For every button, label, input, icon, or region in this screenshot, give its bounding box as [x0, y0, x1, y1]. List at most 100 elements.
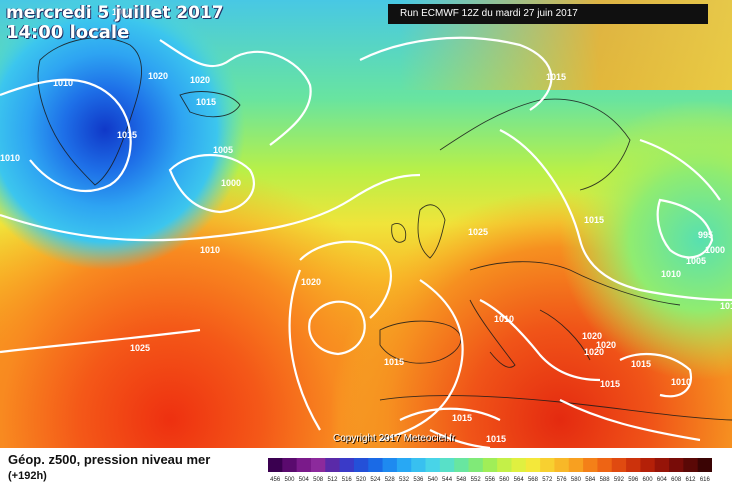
isobar-label: 1025 [130, 343, 150, 353]
scale-swatch [497, 458, 512, 472]
scale-tick-label: 588 [600, 477, 611, 483]
scale-tick-label: 512 [327, 477, 338, 483]
color-scale: 456 500 504 508 512 516 520 524 528 532 536 540 544 5… [268, 458, 712, 483]
isobar-label: 1005 [686, 256, 706, 266]
scale-tick-label: 556 [485, 477, 496, 483]
scale-swatch [411, 458, 426, 472]
scale-tick-label: 544 [442, 477, 453, 483]
isobar-label: 1015 [112, 7, 132, 17]
scale-tick-label: 612 [686, 477, 697, 483]
scale-tick-label: 580 [571, 477, 582, 483]
scale-swatch [268, 458, 283, 472]
coastlines [37, 37, 732, 421]
scale-swatch [697, 458, 712, 472]
isobar-label: 1015 [384, 357, 404, 367]
scale-swatch [339, 458, 355, 472]
scale-tick-label: 520 [356, 477, 367, 483]
scale-swatch [640, 458, 656, 472]
isobar-label: 1010 [494, 314, 514, 324]
isobar-label: 1015 [631, 359, 651, 369]
isobar-label: 1010 [671, 377, 691, 387]
scale-swatch [611, 458, 627, 472]
valid-time: mercredi 5 juillet 2017 14:00 locale [6, 3, 224, 43]
scale-tick-label: 456 [270, 477, 281, 483]
isobar-label: 1020 [596, 340, 616, 350]
scale-swatch [482, 458, 498, 472]
scale-tick-label: 616 [700, 477, 711, 483]
isobar-label: 1000 [705, 245, 725, 255]
isobar-label: 1020 [582, 331, 602, 341]
scale-tick-label: 596 [628, 477, 639, 483]
run-info-box: Run ECMWF 12Z du mardi 27 juin 2017 [388, 4, 708, 24]
scale-swatch [454, 458, 469, 472]
scale-swatch [540, 458, 555, 472]
scale-swatch [554, 458, 570, 472]
scale-tick-label: 600 [643, 477, 654, 483]
isobar-label: 1015 [584, 215, 604, 225]
scale-swatch [382, 458, 398, 472]
scale-tick-label: 532 [399, 477, 410, 483]
forecast-lead: (+192h) [8, 470, 47, 482]
scale-tick-label: 548 [456, 477, 467, 483]
scale-swatch [669, 458, 684, 472]
scale-swatch [468, 458, 484, 472]
isobar-label: 1015 [452, 413, 472, 423]
isobar-label: 1020 [584, 347, 604, 357]
isobar-label: 1010 [200, 245, 220, 255]
isobar-label: 1000 [221, 178, 241, 188]
scale-tick-label: 528 [385, 477, 396, 483]
isobar-label: 1015 [600, 379, 620, 389]
scale-swatch [396, 458, 412, 472]
scale-tick-label: 576 [557, 477, 568, 483]
valid-hour: 14:00 locale [6, 22, 130, 43]
isobar-label: 1010 [53, 78, 73, 88]
scale-swatch [368, 458, 383, 472]
isobar-label: 995 [698, 230, 713, 240]
map-title: Géop. z500, pression niveau mer [8, 452, 211, 467]
scale-tick-label: 504 [299, 477, 310, 483]
isobar-label: 1020 [148, 71, 168, 81]
scale-swatch [425, 458, 441, 472]
valid-date: mercredi 5 juillet 2017 [6, 3, 224, 23]
isobar-label: 1005 [213, 145, 233, 155]
scale-swatch [325, 458, 341, 472]
scale-swatch [353, 458, 369, 472]
scale-tick-label: 604 [657, 477, 668, 483]
scale-swatch [568, 458, 584, 472]
scale-swatch [626, 458, 641, 472]
isobar-label: 1010 [661, 269, 681, 279]
isobar-label: 1020 [190, 75, 210, 85]
scale-swatch [525, 458, 541, 472]
scale-tick-label: 584 [585, 477, 596, 483]
scale-tick-label: 536 [413, 477, 424, 483]
scale-swatch [597, 458, 613, 472]
scale-swatch [439, 458, 455, 472]
scale-tick-label: 508 [313, 477, 324, 483]
scale-tick-label: 500 [284, 477, 295, 483]
isobar-label: 1015 [196, 97, 216, 107]
scale-swatch [282, 458, 298, 472]
scale-tick-label: 540 [428, 477, 439, 483]
isobar-label: 1020 [301, 277, 321, 287]
isobars [0, 36, 732, 448]
scale-swatch [310, 458, 326, 472]
scale-swatch [511, 458, 527, 472]
run-info-text: Run ECMWF 12Z du mardi 27 juin 2017 [400, 8, 578, 19]
scale-tick-label: 568 [528, 477, 539, 483]
scale-tick-label: 552 [471, 477, 482, 483]
scale-swatch [654, 458, 670, 472]
scale-tick-label: 560 [499, 477, 510, 483]
isobar-label: 1025 [468, 227, 488, 237]
scale-tick-label: 524 [370, 477, 381, 483]
scale-tick-label: 516 [342, 477, 353, 483]
scale-tick-label: 564 [514, 477, 525, 483]
isobar-label: 1015 [117, 130, 137, 140]
scale-swatch [683, 458, 699, 472]
scale-tick-label: 592 [614, 477, 625, 483]
isobar-label: 1015 [486, 434, 506, 444]
isobar-label: 1010 [720, 301, 732, 311]
scale-swatch [583, 458, 598, 472]
copyright-notice: Copyright 2017 Meteociel.fr [333, 433, 456, 444]
